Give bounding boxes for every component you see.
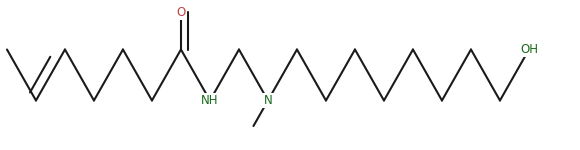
Text: NH: NH (201, 94, 219, 107)
Text: O: O (176, 6, 186, 18)
Text: OH: OH (520, 43, 538, 56)
Text: N: N (263, 94, 273, 107)
